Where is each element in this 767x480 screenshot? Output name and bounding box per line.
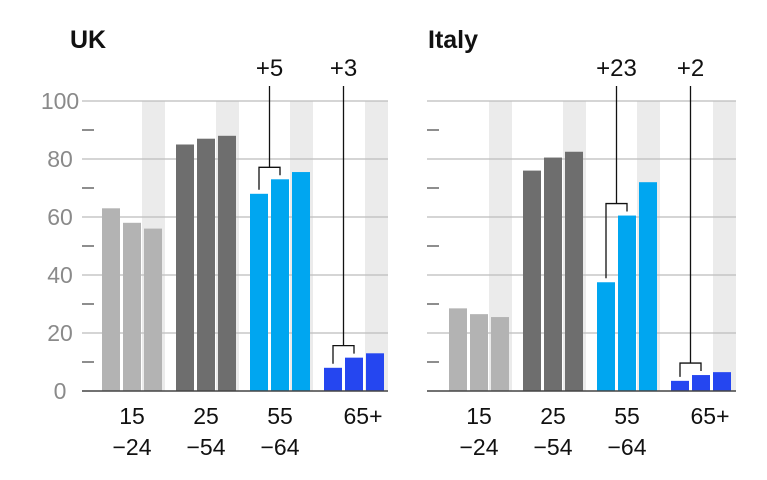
change-annotation: +2	[677, 55, 704, 82]
x-tick-label: 25	[540, 403, 566, 429]
bar	[544, 157, 562, 391]
y-tick-label: 100	[41, 88, 79, 114]
bar	[597, 282, 615, 391]
y-tick-label: 60	[47, 204, 73, 230]
y-tick-label: 20	[47, 320, 73, 346]
change-bracket	[679, 362, 702, 377]
x-tick-label: 55	[614, 403, 640, 429]
bar	[197, 138, 215, 391]
y-tick-label: 0	[54, 378, 67, 404]
y-tick-label: 80	[47, 146, 73, 172]
bar	[692, 375, 710, 391]
bar	[292, 172, 310, 391]
shade-column	[713, 101, 736, 391]
bar	[639, 182, 657, 391]
y-tick-label: 40	[47, 262, 73, 288]
panel-title: Italy	[428, 26, 478, 54]
bar	[271, 179, 289, 391]
panel-uk: UK 0 20 40 60 80 100 15 −24 25 −54 55 −64 65+ +5 +3	[41, 26, 388, 460]
bar	[565, 151, 583, 391]
bar	[366, 353, 384, 391]
bar	[102, 208, 120, 391]
bar	[250, 193, 268, 391]
panel-title: UK	[70, 26, 106, 54]
x-tick-label: 25	[193, 403, 219, 429]
bar	[713, 372, 731, 391]
x-tick-label: −54	[533, 434, 572, 460]
x-tick-label: 65+	[690, 403, 729, 429]
change-annotation: +5	[256, 55, 283, 82]
bar	[618, 215, 636, 391]
bar	[218, 135, 236, 391]
bar	[671, 380, 689, 391]
bar	[470, 314, 488, 391]
x-tick-label: 55	[267, 403, 293, 429]
bar	[144, 228, 162, 391]
change-annotation: +23	[596, 55, 637, 82]
x-tick-label: −54	[186, 434, 225, 460]
bar	[176, 144, 194, 391]
bar	[345, 357, 363, 391]
bar	[523, 170, 541, 391]
change-annotation: +3	[330, 55, 357, 82]
x-tick-label: −64	[607, 434, 646, 460]
x-tick-label: −24	[459, 434, 498, 460]
shade-column	[365, 101, 388, 391]
panel-italy: Italy 15 −24 25 −54 55 −64 65+ +23 +2	[427, 26, 736, 460]
bar	[491, 317, 509, 391]
x-tick-label: 15	[119, 403, 145, 429]
bar	[123, 222, 141, 391]
bar	[324, 367, 342, 391]
x-tick-label: −64	[260, 434, 299, 460]
x-tick-label: 15	[466, 403, 492, 429]
bar	[449, 308, 467, 391]
x-tick-label: 65+	[343, 403, 382, 429]
x-tick-label: −24	[112, 434, 151, 460]
